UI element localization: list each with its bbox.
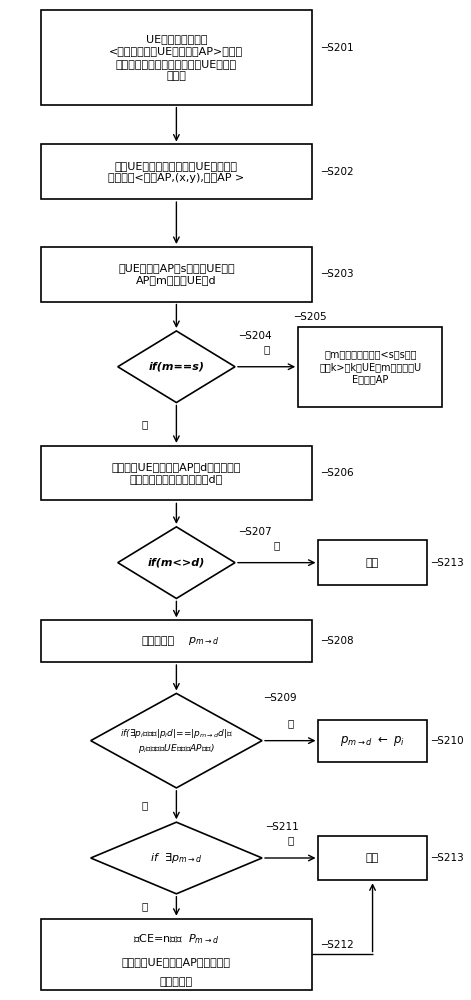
Bar	[318, 540, 427, 585]
Text: 在m中添加路由表项<s，s的坐
标，k>，k为UE点m的上一跳U
E所连接AP: 在m中添加路由表项<s，s的坐 标，k>，k为UE点m的上一跳U E所连接AP	[319, 349, 422, 384]
Text: 在CE=n时沿  $P_{m\rightarrow d}$: 在CE=n时沿 $P_{m\rightarrow d}$	[133, 933, 219, 946]
Bar	[41, 10, 312, 105]
Text: ─S209: ─S209	[264, 693, 297, 703]
Text: 否: 否	[287, 835, 293, 845]
Bar	[41, 144, 312, 199]
Bar	[41, 620, 312, 662]
Text: ─S212: ─S212	[321, 940, 353, 950]
Bar	[318, 836, 427, 880]
Text: ─S213: ─S213	[431, 558, 464, 568]
Text: ─S208: ─S208	[321, 636, 353, 646]
Text: ─S207: ─S207	[240, 527, 272, 537]
Text: ─S204: ─S204	[240, 331, 272, 341]
Text: 是: 是	[142, 419, 148, 429]
Text: 求最佳路径: 求最佳路径	[142, 636, 175, 646]
Text: 否: 否	[142, 800, 148, 810]
Text: $p_{m\rightarrow d}$: $p_{m\rightarrow d}$	[188, 635, 219, 647]
Text: $p_{m\rightarrow d}$ $\leftarrow$ $p_i$: $p_{m\rightarrow d}$ $\leftarrow$ $p_i$	[340, 734, 405, 748]
Text: 接入或中继: 接入或中继	[160, 977, 193, 987]
Text: ─S213: ─S213	[431, 853, 464, 863]
Text: ─S210: ─S210	[431, 736, 464, 746]
Text: UE的路由表格式为
<路径名，终点UE，下一跳AP>，终点
决定唯一路径，所以可用终点UE作为路
径名。: UE的路由表格式为 <路径名，终点UE，下一跳AP>，终点 决定唯一路径，所以可…	[109, 34, 244, 81]
Text: 是: 是	[287, 718, 293, 728]
Text: 每个UE要针对其每个邻居UE建立一个
路由表项<邻居AP,(x,y),邻居AP >: 每个UE要针对其每个邻居UE建立一个 路由表项<邻居AP,(x,y),邻居AP …	[108, 161, 244, 183]
Text: 否: 否	[274, 540, 280, 550]
Text: ─S202: ─S202	[321, 167, 353, 177]
Bar	[41, 919, 312, 990]
Text: 结束: 结束	[366, 853, 379, 863]
Text: if(m==s): if(m==s)	[148, 362, 204, 372]
Polygon shape	[118, 331, 235, 403]
Text: if(∃$p_i$，使得|$p_i$d|==|$p_{m\rightarrow d}$d|，
$p_i$为上一跳UE选择的AP路由): if(∃$p_i$，使得|$p_i$d|==|$p_{m\rightarrow …	[120, 727, 233, 755]
Bar	[41, 446, 312, 500]
Text: ─S211: ─S211	[267, 822, 300, 832]
Text: ─S203: ─S203	[321, 269, 353, 279]
Text: 是: 是	[142, 901, 148, 911]
Polygon shape	[91, 693, 262, 788]
Text: 的下一跳UE选择的AP进行切换、: 的下一跳UE选择的AP进行切换、	[122, 957, 231, 967]
Text: ─S201: ─S201	[321, 43, 353, 53]
Text: 否: 否	[263, 344, 270, 354]
Bar	[298, 327, 442, 407]
Polygon shape	[118, 527, 235, 598]
Bar	[41, 247, 312, 302]
Polygon shape	[91, 822, 262, 894]
Text: 原UE所连接AP为s，当前UE所连
AP为m，目标UE为d: 原UE所连接AP为s，当前UE所连 AP为m，目标UE为d	[118, 263, 235, 285]
Text: 结束: 结束	[366, 558, 379, 568]
Text: if  ∃$p_{m\rightarrow d}$: if ∃$p_{m\rightarrow d}$	[150, 851, 203, 865]
Text: ─S206: ─S206	[321, 468, 353, 478]
Text: 取一任意UE所在位置AP点d，形成一路
径发布控制报文，目标点为d。: 取一任意UE所在位置AP点d，形成一路 径发布控制报文，目标点为d。	[112, 462, 241, 484]
Text: if(m<>d): if(m<>d)	[148, 558, 205, 568]
Text: ─S205: ─S205	[293, 312, 326, 322]
Bar	[318, 720, 427, 762]
